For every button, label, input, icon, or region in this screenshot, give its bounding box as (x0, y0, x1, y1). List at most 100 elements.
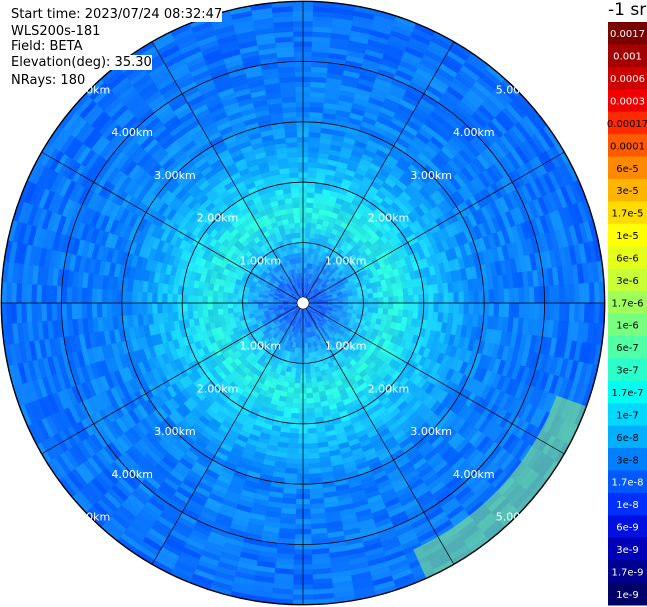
ppi-cell (538, 302, 545, 321)
ppi-cell (286, 452, 298, 460)
ppi-cell (111, 302, 118, 317)
ppi-cell (443, 302, 450, 314)
ppi-cell (61, 302, 68, 321)
ppi-cell (402, 288, 409, 297)
ppi-cell (171, 293, 178, 304)
ppi-cell (288, 432, 299, 440)
ppi-cell (290, 412, 300, 419)
ppi-cell (247, 302, 253, 308)
ppi-cell (306, 187, 316, 194)
ppi-cell (387, 308, 394, 316)
ppi-cell (222, 302, 228, 309)
ppi-cell (111, 289, 118, 304)
ppi-cell (528, 302, 535, 320)
ppi-cell (377, 291, 384, 298)
ppi-cell (358, 298, 364, 304)
ppi-cell (237, 298, 243, 304)
ppi-cell (293, 387, 301, 394)
ppi-cell (305, 227, 312, 234)
ppi-cell (305, 232, 311, 239)
ppi-cell (293, 217, 301, 224)
ppi-cell (202, 288, 209, 297)
ppi-cell (71, 286, 78, 304)
ppi-cell (305, 382, 313, 389)
ppi-cell (207, 296, 213, 304)
ppi-cell (373, 302, 379, 309)
ppi-cell (388, 296, 394, 304)
ppi-cell (296, 247, 302, 254)
ppi-cell (304, 352, 310, 359)
ppi-cell (237, 307, 244, 313)
ppi-cell (548, 285, 555, 304)
ppi-cell (207, 302, 213, 310)
ppi-cell (372, 307, 379, 314)
ppi-cell (287, 156, 299, 164)
ppi-cell (518, 287, 525, 304)
ppi-cell (296, 357, 302, 364)
ppi-cell (101, 302, 108, 318)
ppi-cell (81, 302, 88, 319)
ppi-cell (207, 309, 214, 317)
ppi-cell (304, 242, 310, 249)
ppi-cell (96, 302, 103, 318)
ppi-cell (310, 377, 318, 384)
ppi-cell (518, 302, 525, 319)
ppi-cell (363, 298, 369, 304)
ppi-cell (393, 302, 399, 310)
ppi-cell (473, 290, 480, 304)
ppi-cell (310, 372, 317, 379)
ppi-cell (453, 302, 460, 315)
ppi-cell (473, 302, 480, 316)
ppi-cell (305, 217, 313, 224)
ppi-cell (357, 294, 364, 300)
ppi-cell (294, 377, 301, 384)
ppi-cell (453, 291, 460, 304)
ppi-cell (295, 367, 301, 374)
ppi-cell (227, 297, 233, 304)
ppi-cell (378, 297, 384, 304)
ppi-cell (227, 307, 234, 314)
ppi-cell (161, 292, 168, 304)
ppi-cell (372, 292, 379, 299)
ppi-cell (192, 295, 198, 304)
ppi-cell (156, 302, 163, 314)
ppi-cell (294, 372, 301, 379)
ppi-cell (305, 207, 314, 214)
ppi-cell (285, 457, 298, 465)
ppi-cell (363, 302, 369, 308)
ppi-cell (392, 289, 399, 297)
ppi-cell (305, 222, 312, 229)
ppi-cell (41, 302, 48, 322)
ppi-cell (288, 166, 299, 174)
ppi-cell (286, 146, 298, 154)
ppi-cell (30, 302, 38, 323)
ppi-cell (288, 437, 299, 445)
ppi-cell (523, 286, 530, 304)
ppi-cell (307, 442, 319, 450)
ppi-cell (166, 293, 173, 304)
ppi-cell (563, 302, 570, 322)
ppi-cell (36, 302, 43, 322)
ppi-cell (307, 171, 317, 179)
ppi-cell (297, 252, 302, 259)
ppi-cell (353, 302, 359, 308)
ppi-cell (413, 302, 419, 312)
ppi-cell (563, 284, 570, 304)
ppi-cell (347, 299, 354, 304)
ppi-cell (423, 302, 430, 312)
ppi-cell (433, 302, 440, 313)
ppi-cell (212, 302, 218, 310)
ppi-cell (513, 287, 520, 304)
ppi-cell (289, 227, 296, 234)
ppi-cell (202, 302, 208, 311)
ppi-cell (578, 302, 586, 323)
ppi-cell (393, 296, 399, 304)
ppi-cell (146, 291, 153, 304)
ppi-cell (96, 288, 103, 304)
ppi-cell (242, 306, 249, 312)
ppi-cell (307, 437, 318, 445)
ppi-cell (66, 302, 73, 320)
ppi-cell (308, 352, 313, 359)
ppi-cell (51, 302, 58, 321)
ppi-cell (91, 288, 98, 304)
